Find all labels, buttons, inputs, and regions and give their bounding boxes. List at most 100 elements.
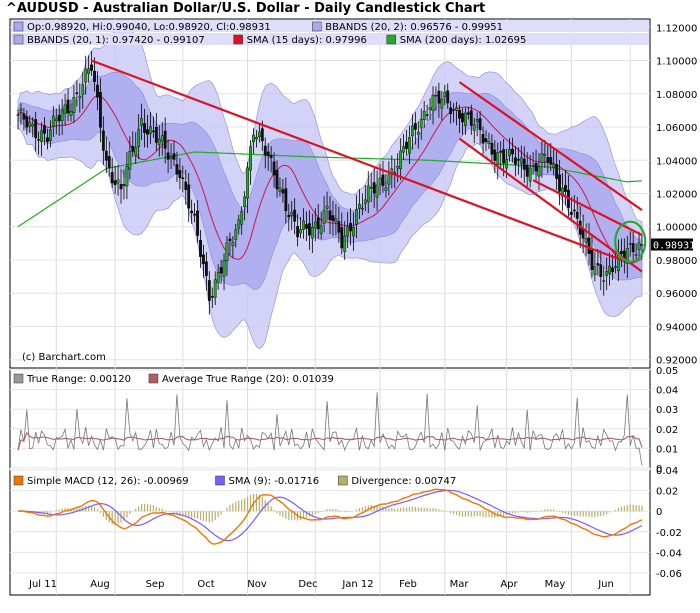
trendline-4: [532, 179, 643, 237]
candle-body: [275, 170, 279, 190]
highlight-circle: [614, 220, 647, 263]
candle-body: [375, 184, 379, 198]
candle-body: [90, 64, 93, 71]
candles-group: [16, 51, 644, 315]
candle-body: [199, 240, 202, 257]
candle-body: [69, 111, 73, 116]
candle-body: [572, 209, 576, 212]
price-legend-row1-bg: [11, 20, 649, 32]
candle-body: [384, 187, 388, 191]
price-tick-label: 0.92000: [656, 356, 697, 367]
price-tick-label: 1.12000: [656, 23, 697, 34]
candle-body: [151, 130, 155, 133]
candle-body: [260, 128, 264, 142]
candle-body: [337, 221, 341, 233]
candle-body: [387, 174, 391, 185]
candle-body: [204, 261, 208, 276]
macd-legend-row-entry: Simple MACD (12, 26): -0.00969: [27, 476, 189, 487]
price-legend-row1-entry: Op:0.98920, Hi:0.99040, Lo:0.98920, Cl:0…: [27, 22, 271, 33]
candle-body: [63, 104, 67, 114]
candle-body: [290, 212, 294, 216]
candle-body: [522, 158, 526, 170]
candle-body: [469, 110, 473, 126]
candle-body: [534, 163, 538, 172]
candle-body: [252, 134, 255, 143]
price-legend-row2-swatch: [13, 34, 24, 45]
candle-body: [637, 242, 641, 250]
candle-body: [125, 166, 129, 187]
candle-body: [255, 137, 258, 140]
price-legend-row2-entry: BBANDS (20, 1): 0.97420 - 0.99107: [27, 35, 205, 46]
candle-body: [587, 237, 591, 254]
x-tick-label: Dec: [298, 579, 317, 590]
candle-body: [119, 184, 123, 190]
candle-body: [228, 238, 232, 242]
candle-body: [310, 227, 314, 239]
candle-body: [222, 260, 226, 277]
price-tick-label: 1.00000: [656, 223, 697, 234]
candle-body: [178, 170, 182, 179]
tr-tick-label: 0.01: [656, 444, 678, 455]
price-legend-row2-bg: [11, 33, 649, 45]
price-tick-label: 1.06000: [656, 123, 697, 134]
candle-body: [537, 166, 541, 177]
candle-body: [502, 149, 506, 164]
macd-tick-label: -0.02: [656, 528, 682, 539]
chart-title: ^AUDUSD - Australian Dollar/U.S. Dollar …: [6, 1, 486, 16]
candle-body: [175, 164, 179, 175]
candle-body: [19, 108, 23, 112]
candle-body: [611, 267, 614, 273]
tr-legend-row-entry: Average True Range (20): 0.01039: [162, 374, 334, 385]
candle-body: [366, 185, 370, 202]
candle-body: [505, 159, 509, 169]
candle-body: [169, 156, 173, 159]
macd-tick-label: -0.04: [656, 548, 682, 559]
candle-body: [93, 70, 96, 82]
candle-body: [140, 118, 144, 126]
candle-body: [614, 266, 617, 268]
tr-legend-row-swatch: [13, 373, 24, 384]
candle-body: [249, 146, 252, 171]
candle-body: [134, 146, 138, 156]
candle-body: [434, 94, 438, 97]
x-tick-label: Aug: [90, 579, 110, 590]
candle-body: [128, 150, 132, 170]
candle-body: [437, 90, 441, 104]
price-tick-label: 1.02000: [656, 190, 697, 201]
macd-tick-label: 0.04: [656, 466, 678, 477]
candle-body: [72, 96, 76, 114]
candle-body: [219, 267, 223, 274]
candle-body: [237, 219, 241, 229]
price-legend-row1-swatch: [13, 21, 24, 32]
candle-body: [149, 126, 152, 134]
candle-body: [263, 145, 267, 156]
candle-body: [54, 118, 58, 122]
candle-body: [472, 124, 476, 131]
candle-body: [490, 143, 494, 155]
macd-legend-row-swatch: [13, 475, 24, 486]
candle-body: [575, 211, 579, 219]
candle-body: [584, 238, 588, 243]
candle-body: [478, 118, 482, 131]
candle-body: [428, 107, 432, 110]
candle-body: [16, 114, 20, 116]
sma-200-line: [17, 151, 643, 228]
candle-body: [154, 126, 158, 143]
candle-body: [313, 221, 317, 229]
candle-body: [28, 121, 32, 127]
candle-body: [363, 199, 367, 204]
candle-body: [202, 254, 205, 265]
x-tick-label: Jul 11: [28, 579, 57, 590]
candle-body: [440, 98, 444, 109]
true-range-panel: [9, 369, 651, 469]
price-legend-row1-swatch: [312, 21, 322, 32]
macd-histogram: [20, 493, 643, 525]
candle-body: [628, 243, 632, 245]
candle-body: [564, 185, 567, 192]
candle-body: [466, 112, 470, 115]
candle-body: [278, 187, 282, 192]
candle-body: [96, 84, 99, 98]
candle-body: [525, 164, 529, 177]
candle-body: [269, 155, 273, 158]
